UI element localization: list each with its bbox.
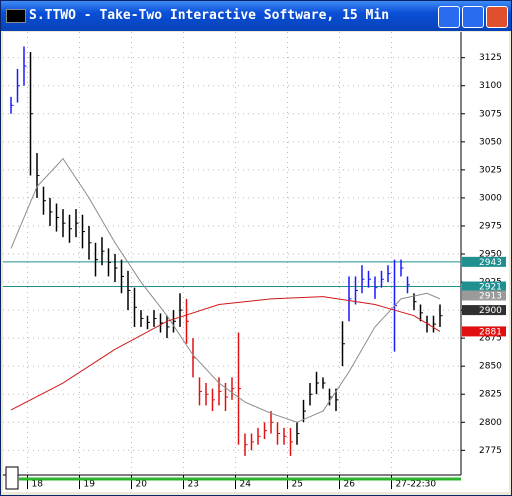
y-tick-label: 2775 <box>479 446 502 456</box>
y-tick-label: 3025 <box>479 165 502 175</box>
moving-average <box>10 157 441 423</box>
close-button[interactable] <box>486 6 508 28</box>
y-tick-label: 2825 <box>479 390 502 400</box>
window-title: S.TTWO - Take-Two Interactive Software, … <box>29 8 390 23</box>
x-tick-label: 18 <box>32 480 44 490</box>
moving-average <box>10 296 441 411</box>
x-tick-label: 23 <box>188 480 199 490</box>
x-tick-label: 24 <box>240 480 252 490</box>
y-tick-label: 2875 <box>479 334 502 344</box>
price-tag <box>462 290 506 301</box>
minimize-button[interactable] <box>438 6 460 28</box>
y-tick-label: 3000 <box>479 193 502 203</box>
title-bar: S.TTWO - Take-Two Interactive Software, … <box>1 1 511 31</box>
price-tag-label: 2943 <box>479 258 502 268</box>
x-tick-label: 25 <box>292 480 303 490</box>
chart: 2775280028252850287529002925295029753000… <box>3 32 509 492</box>
x-tick-label: 26 <box>344 480 356 490</box>
price-tag-label: 2913 <box>479 292 502 302</box>
price-tag-label: 2900 <box>479 306 502 316</box>
price-tag <box>462 281 506 292</box>
y-tick-label: 3100 <box>479 81 502 91</box>
maximize-button[interactable] <box>462 6 484 28</box>
y-tick-label: 2800 <box>479 418 502 428</box>
y-tick-label: 2975 <box>479 221 502 231</box>
corner-box <box>5 466 19 490</box>
y-tick-label: 3125 <box>479 53 502 63</box>
price-tag <box>462 326 506 337</box>
app-icon <box>6 9 26 23</box>
price-tag-label: 2881 <box>479 327 502 337</box>
x-tick-label: 27-22:30 <box>396 480 437 490</box>
x-tick-label: 20 <box>136 480 148 490</box>
price-tag <box>462 305 506 316</box>
price-tag-label: 2921 <box>479 283 502 293</box>
y-tick-label: 3075 <box>479 109 502 119</box>
price-tag <box>462 256 506 267</box>
y-tick-label: 3050 <box>479 137 502 147</box>
y-tick-label: 2950 <box>479 250 502 260</box>
x-tick-label: 19 <box>84 480 96 490</box>
y-tick-label: 2850 <box>479 362 502 372</box>
